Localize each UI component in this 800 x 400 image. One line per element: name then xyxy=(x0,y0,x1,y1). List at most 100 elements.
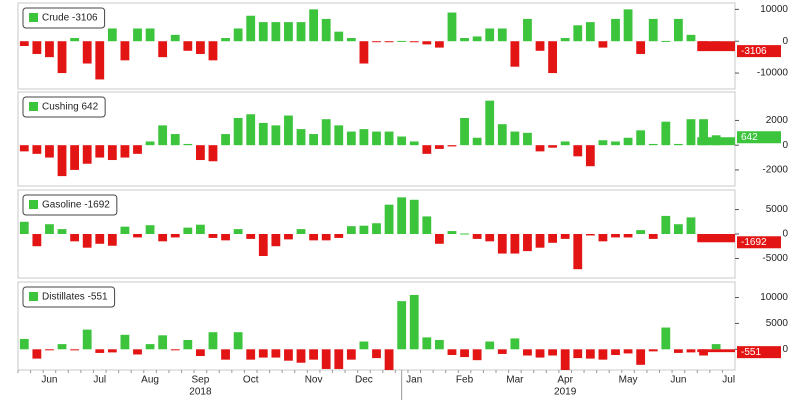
bar xyxy=(183,227,193,234)
bar xyxy=(409,141,419,146)
bar xyxy=(447,349,457,355)
bar xyxy=(296,349,306,363)
bar xyxy=(133,28,142,42)
bar xyxy=(497,124,507,146)
bar xyxy=(548,41,558,74)
x-tick-label: Apr xyxy=(557,375,573,386)
bar xyxy=(284,349,293,361)
bar xyxy=(372,131,381,146)
bar xyxy=(170,234,180,238)
bar xyxy=(535,234,545,248)
bar xyxy=(472,349,482,361)
bar xyxy=(309,134,319,146)
bar xyxy=(120,145,130,158)
bar xyxy=(32,234,42,247)
bar xyxy=(434,339,444,350)
bar xyxy=(233,332,243,350)
bar xyxy=(271,234,281,247)
bar xyxy=(195,224,205,234)
bar xyxy=(296,229,306,234)
bar xyxy=(560,141,570,146)
bar xyxy=(523,18,532,42)
bar xyxy=(258,349,268,358)
bar xyxy=(271,22,281,42)
bar xyxy=(133,234,142,238)
bar xyxy=(585,22,595,42)
bar xyxy=(258,234,268,256)
bar xyxy=(334,31,344,42)
bar xyxy=(611,234,620,238)
bar xyxy=(120,41,130,61)
bar xyxy=(208,41,218,61)
bar xyxy=(573,234,583,270)
x-tick-label: Oct xyxy=(243,375,259,386)
bar xyxy=(661,40,671,42)
y-tick-label: 0 xyxy=(782,140,788,151)
bar xyxy=(70,234,80,242)
legend-box xyxy=(22,194,118,216)
bar xyxy=(422,337,432,350)
y-tick-label: 2000 xyxy=(766,115,789,126)
panel-frame xyxy=(17,281,736,371)
bar xyxy=(246,234,256,239)
bar xyxy=(158,234,168,242)
bar xyxy=(258,122,268,146)
bar xyxy=(573,145,583,157)
bar xyxy=(334,349,344,369)
bar xyxy=(485,100,495,146)
bar xyxy=(447,145,457,147)
bar xyxy=(460,349,469,358)
value-tag-label: 642 xyxy=(741,132,758,143)
value-tag-label: -1692 xyxy=(741,237,767,248)
bar xyxy=(309,349,319,360)
bar xyxy=(45,41,54,58)
legend-box xyxy=(22,96,106,118)
legend-swatch xyxy=(29,102,38,111)
bar xyxy=(82,41,92,64)
legend-label: Crude -3106 xyxy=(42,13,98,24)
bar xyxy=(57,145,67,177)
bar xyxy=(510,338,520,350)
value-tag-label: -3106 xyxy=(741,46,767,57)
bar xyxy=(321,349,331,369)
bar xyxy=(19,145,29,152)
legend-swatch xyxy=(29,13,38,22)
bar xyxy=(372,223,381,234)
bar xyxy=(560,349,570,370)
bar xyxy=(611,349,620,355)
bar xyxy=(686,119,696,146)
bar xyxy=(45,349,54,351)
bar xyxy=(711,344,721,350)
bar xyxy=(497,234,507,254)
x-tick-label: Sep xyxy=(191,375,209,386)
bar xyxy=(510,234,520,254)
bar xyxy=(19,338,29,350)
bar xyxy=(699,349,708,356)
bar xyxy=(57,229,67,234)
bar xyxy=(661,121,671,146)
bar xyxy=(107,349,117,353)
bar xyxy=(585,234,595,236)
bar xyxy=(334,125,344,146)
bar xyxy=(246,15,256,42)
value-tag-label: -551 xyxy=(741,347,761,358)
bar xyxy=(158,41,168,58)
bar xyxy=(107,145,117,161)
bar xyxy=(221,349,230,360)
bar xyxy=(208,234,218,238)
bar xyxy=(535,349,545,358)
bar xyxy=(145,28,155,42)
bar xyxy=(611,141,620,146)
bar xyxy=(107,28,117,42)
bar xyxy=(346,131,356,146)
bar xyxy=(233,28,243,42)
bar xyxy=(372,349,381,359)
bar xyxy=(585,145,595,167)
bar xyxy=(95,41,105,80)
bar xyxy=(623,349,633,354)
bar xyxy=(636,130,646,146)
bar xyxy=(208,145,218,162)
bar xyxy=(623,9,633,42)
bar xyxy=(195,349,205,357)
x-tick-label: Nov xyxy=(305,375,323,386)
